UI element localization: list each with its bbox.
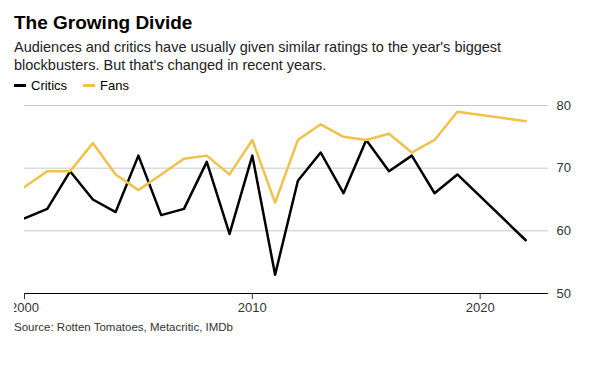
svg-text:80: 80 [557,98,571,113]
html-text:Fans: Fans [100,78,129,93]
svg-text:50: 50 [557,286,571,301]
svg-text:60: 60 [557,223,571,238]
svg-text:2010: 2010 [238,300,267,315]
html-text:The Growing Divide: The Growing Divide [14,12,193,33]
svg-text:2020: 2020 [466,300,495,315]
svg-text:70: 70 [557,160,571,175]
html-text:Audiences and critics have usu: Audiences and critics have usually given… [14,39,502,73]
svg-text:2000: 2000 [14,300,39,315]
html-text:Source: Rotten Tomatoes, Metac: Source: Rotten Tomatoes, Metacritic, IMD… [14,321,233,333]
html-text:Critics: Critics [31,78,68,93]
